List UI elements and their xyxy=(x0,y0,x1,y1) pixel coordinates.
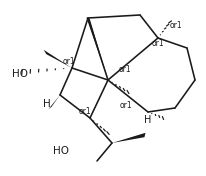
Polygon shape xyxy=(44,50,72,68)
Text: or1: or1 xyxy=(62,58,75,67)
Text: H: H xyxy=(144,115,152,125)
Text: or1: or1 xyxy=(152,39,165,49)
Text: or1: or1 xyxy=(78,108,91,117)
Text: or1: or1 xyxy=(170,21,183,30)
Polygon shape xyxy=(48,95,60,109)
Text: or1: or1 xyxy=(119,65,132,74)
Polygon shape xyxy=(112,133,145,143)
Text: HO: HO xyxy=(53,146,69,156)
Text: or1: or1 xyxy=(120,100,133,109)
Text: H: H xyxy=(43,99,51,109)
Polygon shape xyxy=(86,17,108,80)
Text: HO: HO xyxy=(12,69,28,79)
